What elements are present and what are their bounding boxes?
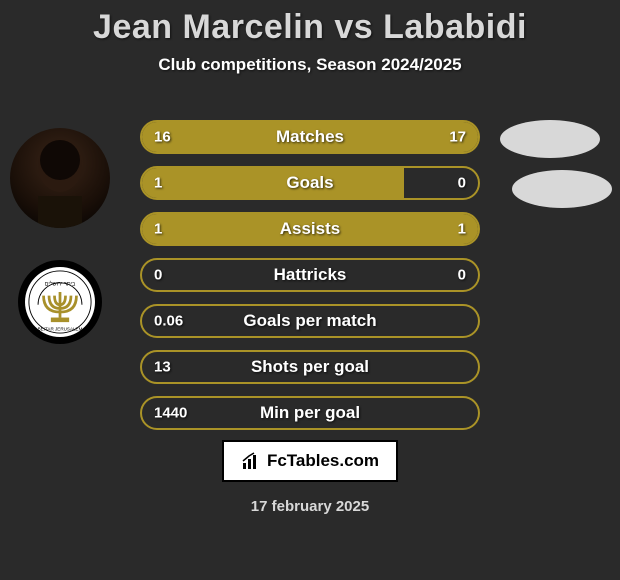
- svg-text:ביתר ירושלים: ביתר ירושלים: [45, 281, 76, 288]
- stat-row: Goals1 0: [140, 166, 480, 200]
- decorative-blob-1: [500, 120, 600, 158]
- footer-brand-text: FcTables.com: [267, 451, 379, 471]
- bar-left-value: 0.06: [154, 313, 183, 330]
- stat-row: Min per goal1440: [140, 396, 480, 430]
- footer-brand: FcTables.com: [222, 440, 398, 482]
- bar-left-value: 13: [154, 359, 171, 376]
- player-silhouette-icon: [10, 128, 110, 228]
- stat-row: Hattricks0 0: [140, 258, 480, 292]
- bar-left-value: 0: [154, 267, 162, 284]
- svg-text:BEITAR JERUSALEM: BEITAR JERUSALEM: [38, 326, 83, 331]
- bar-right-value: 0: [458, 175, 466, 192]
- bar-left-value: 1: [154, 175, 162, 192]
- stat-row: Shots per goal13: [140, 350, 480, 384]
- club-badge: ביתר ירושלים BEITAR JERUSALEM: [18, 260, 102, 344]
- page-subtitle: Club competitions, Season 2024/2025: [0, 55, 620, 75]
- bar-right-value: 17: [449, 129, 466, 146]
- bar-label: Hattricks: [142, 265, 478, 285]
- chart-icon: [241, 451, 261, 471]
- bar-label: Goals: [142, 173, 478, 193]
- bar-right-value: 0: [458, 267, 466, 284]
- player-avatar: [10, 128, 110, 228]
- bar-left-value: 16: [154, 129, 171, 146]
- stats-bars: Matches1617Goals10Assists11Hattricks00Go…: [140, 120, 480, 442]
- footer-date: 17 february 2025: [0, 498, 620, 515]
- bar-label: Shots per goal: [142, 357, 478, 377]
- bar-label: Matches: [142, 127, 478, 147]
- decorative-blob-2: [512, 170, 612, 208]
- bar-right-value: 1: [458, 221, 466, 238]
- page-root: Jean Marcelin vs Lababidi Club competiti…: [0, 0, 620, 580]
- stat-row: Goals per match0.06: [140, 304, 480, 338]
- page-title: Jean Marcelin vs Lababidi: [0, 8, 620, 47]
- bar-left-value: 1440: [154, 405, 187, 422]
- bar-left-value: 1: [154, 221, 162, 238]
- bar-label: Min per goal: [142, 403, 478, 423]
- bar-label: Goals per match: [142, 311, 478, 331]
- stat-row: Matches16 17: [140, 120, 480, 154]
- stat-row: Assists1 1: [140, 212, 480, 246]
- bar-label: Assists: [142, 219, 478, 239]
- menorah-icon: ביתר ירושלים BEITAR JERUSALEM: [25, 267, 95, 337]
